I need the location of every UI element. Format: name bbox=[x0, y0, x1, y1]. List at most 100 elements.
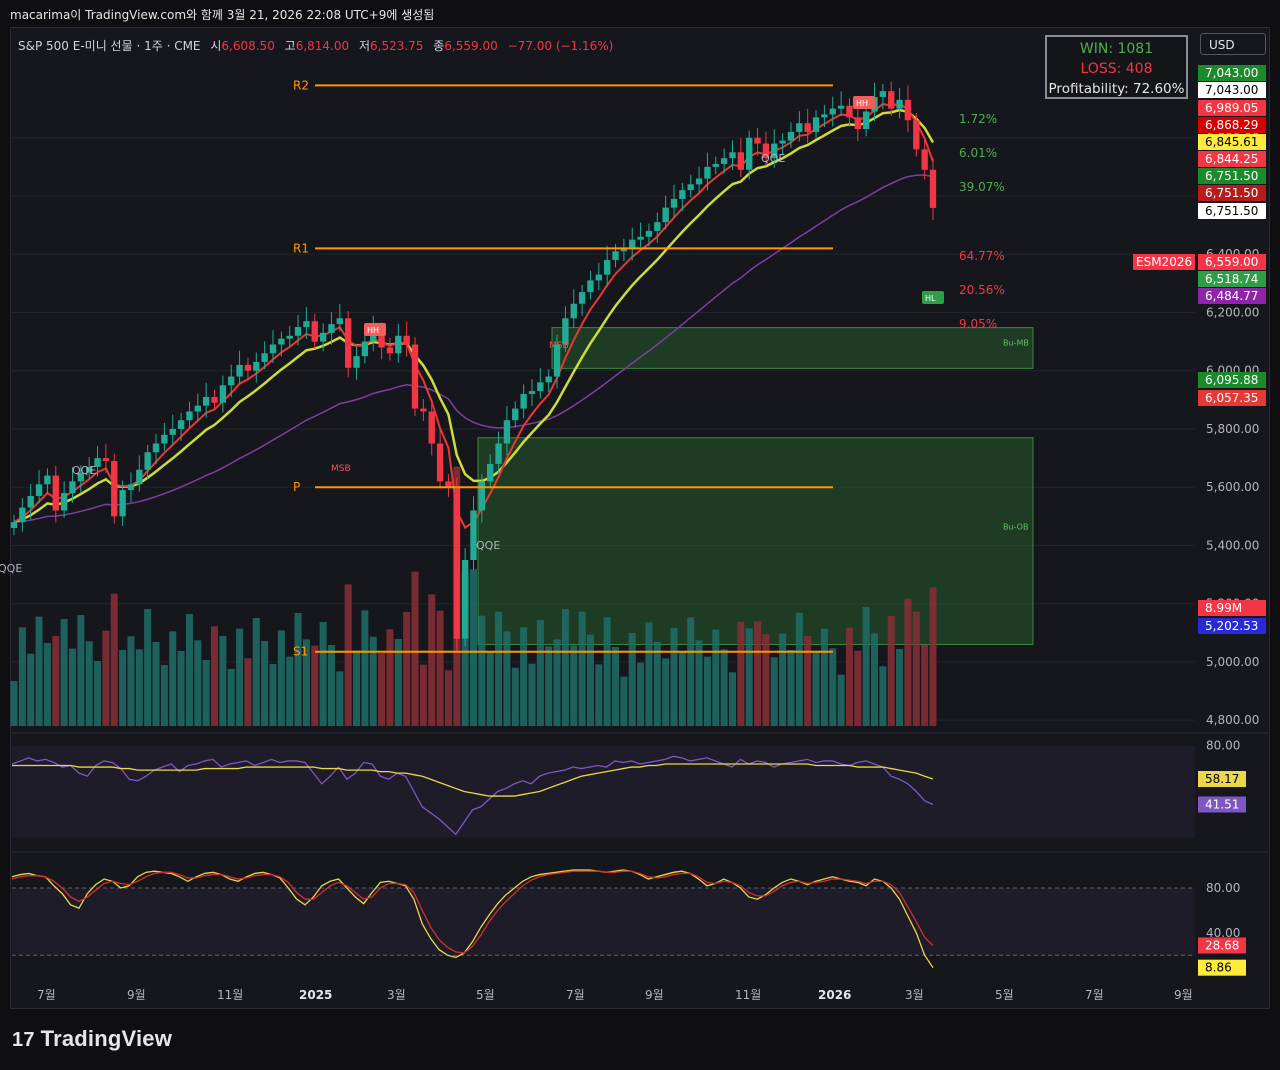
volume-bar bbox=[344, 584, 352, 726]
candle-body bbox=[119, 490, 126, 517]
volume-bar bbox=[737, 622, 745, 726]
candle-body bbox=[545, 376, 552, 383]
volume-bar bbox=[411, 571, 419, 726]
stoch-value-tag-text: 8.86 bbox=[1205, 961, 1232, 975]
volume-bar bbox=[252, 618, 260, 726]
signal-label: QQE bbox=[0, 562, 22, 575]
rsi-band bbox=[12, 745, 1195, 838]
volume-bar bbox=[545, 646, 553, 726]
volume-bar bbox=[194, 640, 202, 726]
candle-body bbox=[729, 152, 736, 159]
candle-body bbox=[311, 321, 318, 342]
zone-label: Bu-OB bbox=[1003, 523, 1028, 532]
volume-bar bbox=[261, 641, 269, 726]
volume-bar bbox=[444, 670, 452, 726]
volume-bar bbox=[52, 636, 60, 726]
volume-bar bbox=[637, 662, 645, 726]
volume-bar bbox=[94, 661, 102, 726]
volume-bar bbox=[302, 639, 310, 726]
currency-button[interactable]: USD bbox=[1200, 33, 1266, 55]
candle-body bbox=[762, 143, 770, 159]
volume-bar bbox=[327, 645, 335, 726]
time-axis-label: 7월 bbox=[1085, 988, 1104, 1002]
rsi-value-tag bbox=[1198, 796, 1246, 813]
price-tick-label: 6,200.00 bbox=[1206, 305, 1259, 319]
volume-bar bbox=[912, 611, 920, 726]
volume-bar bbox=[486, 652, 494, 726]
candle-body bbox=[512, 408, 519, 421]
price-axis-tag-text: 6,095.88 bbox=[1205, 373, 1258, 387]
ema-mid-line bbox=[13, 108, 935, 524]
price-axis-tag bbox=[1198, 82, 1266, 98]
candle-body bbox=[737, 152, 745, 170]
candle-body bbox=[102, 458, 110, 461]
volume-bar bbox=[286, 656, 294, 726]
time-axis-label: 9월 bbox=[1174, 988, 1193, 1002]
time-axis-label: 5월 bbox=[995, 988, 1014, 1002]
volume-bar bbox=[68, 648, 76, 726]
profitability: Profitability: 72.60% bbox=[1048, 81, 1185, 97]
rsi-value-tag bbox=[1198, 771, 1246, 788]
price-axis-tag bbox=[1198, 185, 1266, 201]
price-axis-tag-text: 6,751.50 bbox=[1205, 186, 1258, 200]
volume-bar bbox=[595, 664, 603, 726]
volume-bar bbox=[728, 672, 736, 726]
candle-body bbox=[269, 344, 277, 354]
symbol-label[interactable]: S&P 500 E-미니 선물 · 1주 · CME bbox=[18, 39, 201, 53]
price-axis-tag bbox=[1198, 168, 1266, 184]
volume-bar bbox=[369, 636, 377, 726]
pivot-level-label: S1 bbox=[293, 645, 308, 659]
time-axis-label: 11월 bbox=[217, 988, 243, 1002]
volume-bar bbox=[603, 617, 611, 726]
candle-body bbox=[286, 335, 293, 339]
candle-body bbox=[261, 353, 268, 362]
price-axis-tag-text: 6,518.74 bbox=[1205, 272, 1258, 286]
low-value: 6,523.75 bbox=[370, 39, 424, 53]
time-axis-label: 2026 bbox=[818, 988, 851, 1002]
pivot-level-label: R2 bbox=[293, 78, 309, 92]
candle-body bbox=[913, 120, 920, 150]
candle-body bbox=[35, 484, 43, 496]
loss-count: LOSS: 408 bbox=[1080, 61, 1153, 77]
price-axis-tag bbox=[1198, 390, 1266, 406]
volume-bar bbox=[478, 615, 486, 726]
candle-body bbox=[687, 184, 694, 191]
volume-bar bbox=[829, 648, 837, 726]
brand-name: TradingView bbox=[40, 1026, 173, 1051]
price-tick-label: 5,400.00 bbox=[1206, 538, 1259, 552]
fib-percent-label: 1.72% bbox=[959, 112, 997, 126]
candle-body bbox=[662, 207, 669, 223]
candle-body bbox=[378, 329, 385, 348]
candle-body bbox=[503, 420, 511, 444]
price-chart-svg[interactable]: 4,800.005,000.005,200.005,400.005,600.00… bbox=[0, 0, 1280, 1010]
time-axis-label: 7월 bbox=[566, 988, 585, 1002]
swing-label: HL bbox=[925, 294, 936, 303]
candle-body bbox=[86, 466, 93, 473]
candle-body bbox=[804, 123, 811, 132]
volume-bar bbox=[586, 634, 594, 726]
candle-body bbox=[152, 443, 160, 453]
volume-bar bbox=[294, 613, 302, 726]
candle-body bbox=[186, 411, 193, 421]
swing-label: HH bbox=[367, 326, 379, 335]
stoch-value-tag bbox=[1198, 959, 1246, 976]
volume-bar bbox=[386, 629, 394, 726]
volume-bar bbox=[770, 657, 778, 726]
candle-body bbox=[361, 341, 369, 357]
volume-bar bbox=[854, 650, 862, 726]
high-label: 고 bbox=[284, 39, 296, 53]
volume-bar bbox=[904, 598, 912, 726]
volume-bar bbox=[820, 628, 828, 726]
stoch-series-line bbox=[11, 870, 934, 954]
price-axis-tag-text: 6,751.50 bbox=[1205, 204, 1258, 218]
volume-bar bbox=[553, 639, 561, 726]
candle-body bbox=[253, 361, 260, 371]
volume-bar bbox=[119, 650, 127, 726]
price-axis-tag-text: 6,559.00 bbox=[1205, 255, 1258, 269]
price-axis-tag-text: 6,484.77 bbox=[1205, 289, 1258, 303]
win-count: WIN: 1081 bbox=[1079, 41, 1154, 57]
symbol-price-tag-text: ESM2026 bbox=[1136, 255, 1192, 269]
candle-body bbox=[219, 385, 227, 403]
swing-marker bbox=[922, 291, 944, 304]
candle-body bbox=[345, 318, 352, 368]
